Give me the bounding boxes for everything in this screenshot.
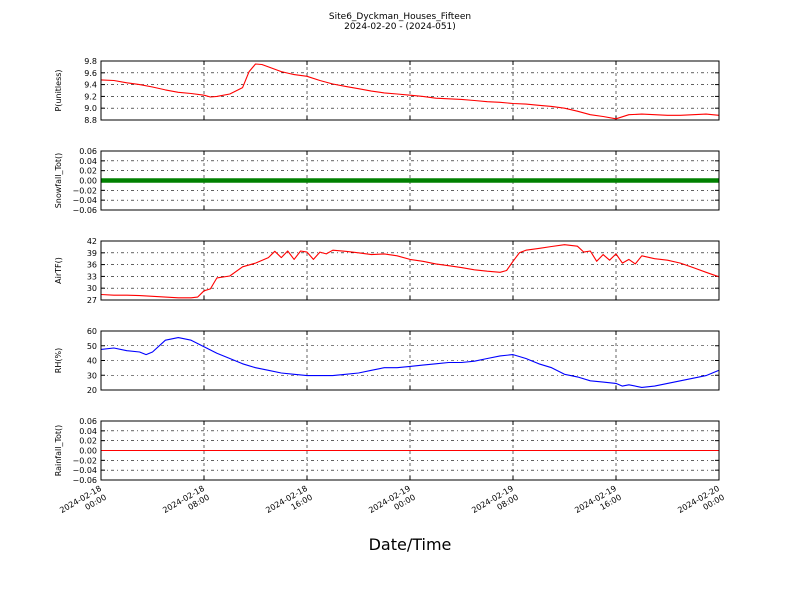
y-tick-label: −0.04: [72, 466, 97, 475]
x-axis-label: Date/Time: [369, 535, 452, 554]
panel-rainfall: 0.060.040.020.00−0.02−0.04−0.06 Rainfall_…: [54, 417, 720, 485]
y-tick-label: 9.8: [84, 57, 97, 66]
y-tick-label: 20: [87, 386, 97, 395]
y-tick-label: 40: [87, 357, 97, 366]
chart-subtitle: 2024-02-20 - (2024-051): [344, 22, 456, 32]
y-tick-label: −0.02: [72, 186, 97, 195]
panel-frame: [100, 60, 720, 121]
panel-rh: 60 50 40 30 20 RH(%): [54, 327, 720, 395]
y-tick-label: 0.04: [79, 427, 97, 436]
y-tick-label: 0.02: [79, 167, 97, 176]
panel-frame: [100, 240, 720, 301]
y-axis-label: AirTF(): [54, 257, 63, 284]
chart-panels: 9.89.69.49.29.08.8P(unitless)0.060.040.0…: [54, 57, 720, 485]
y-tick-label: 9.4: [84, 81, 97, 90]
y-tick-label: −0.06: [72, 476, 97, 485]
y-axis-label: Rainfall_Tot(): [54, 425, 63, 477]
y-tick-label: 33: [87, 272, 97, 281]
panel-airtemp: 42 39 36 33 30 27 AirTF(): [54, 237, 720, 305]
y-tick-label: 0.00: [79, 177, 97, 186]
y-axis-label: Snowfall_Tot(): [54, 153, 63, 209]
y-tick-label: 36: [87, 261, 97, 270]
y-tick-label: 0.02: [79, 437, 97, 446]
y-tick-label: 0.06: [79, 417, 97, 426]
series-line-pressure: [100, 63, 720, 120]
y-tick-label: 9.6: [84, 69, 97, 78]
y-axis-label: RH(%): [54, 348, 63, 373]
series-line-rh: [100, 337, 720, 388]
y-tick-label: −0.04: [72, 196, 97, 205]
y-tick-label: 27: [87, 296, 97, 305]
panel-snowfall: 0.060.040.020.00−0.02−0.04−0.06 Snowfall_…: [54, 147, 720, 215]
y-tick-label: 50: [87, 342, 97, 351]
panel-frame: [100, 150, 720, 211]
chart-title: Site6_Dyckman_Houses_Fifteen: [329, 12, 471, 22]
y-axis-label: P(unitless): [54, 69, 63, 111]
y-tick-label: 0.06: [79, 147, 97, 156]
y-tick-label: 8.8: [84, 116, 97, 125]
y-tick-label: −0.06: [72, 206, 97, 215]
panel-frame: [100, 330, 720, 391]
panel-pressure: 9.8 9.6 9.4 9.2 9.0 8.8 P(unitless): [54, 57, 720, 125]
y-tick-label: 9.0: [84, 104, 97, 113]
y-tick-label: 9.2: [84, 92, 97, 101]
y-tick-label: 42: [87, 237, 97, 246]
y-tick-label: 39: [87, 249, 97, 258]
y-tick-label: −0.02: [72, 456, 97, 465]
y-tick-label: 0.04: [79, 157, 97, 166]
panel-frame: [100, 420, 720, 481]
y-tick-label: 30: [87, 284, 97, 293]
series-line-airtemp: [100, 244, 720, 299]
y-tick-label: 30: [87, 371, 97, 380]
y-tick-label: 60: [87, 327, 97, 336]
y-tick-label: 0.00: [79, 447, 97, 456]
